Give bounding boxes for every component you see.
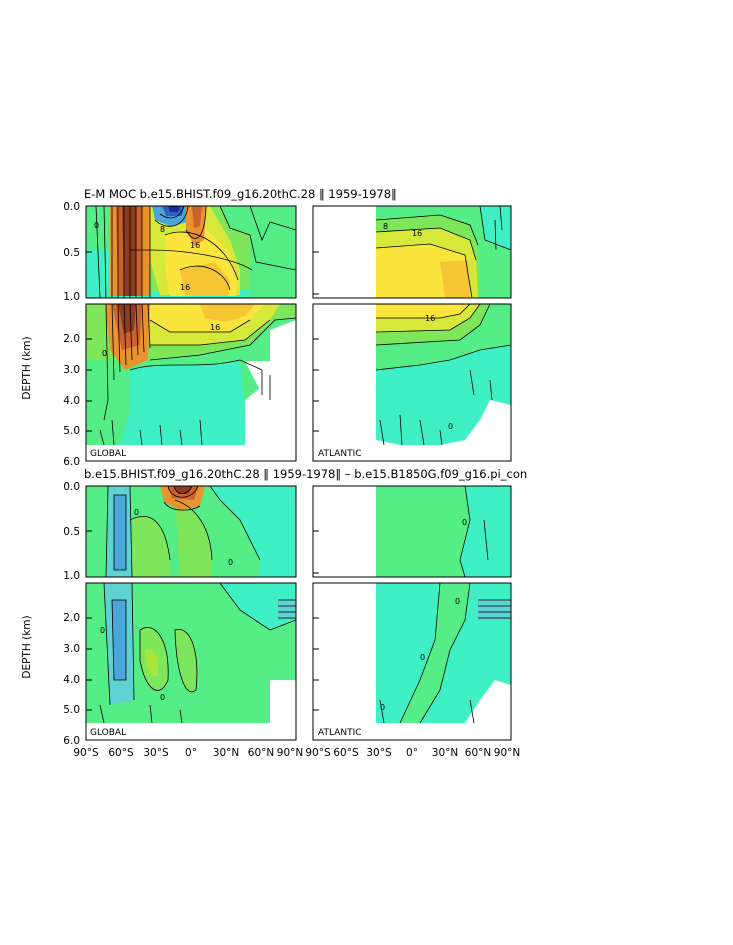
contour-label: 16 (210, 323, 220, 332)
x-tick-label: 30°N (432, 747, 458, 759)
contour-label: 0 (94, 221, 99, 230)
top-y-ticks: 0.0 0.5 1.0 2.0 3.0 4.0 5.0 6.0 (63, 201, 80, 468)
y-tick-label: 0.0 (63, 201, 80, 213)
y-tick-label: 6.0 (63, 735, 80, 747)
y-tick-label: 5.0 (63, 425, 80, 437)
x-axis-atlantic: 90°S 60°S 30°S 0° 30°N 60°N 90°N (305, 747, 520, 759)
contour-label: 0 (160, 693, 165, 702)
y-tick-label: 0.0 (63, 481, 80, 493)
contour-label: 16 (180, 283, 190, 292)
global-lower-diff-panel (86, 583, 296, 740)
top-y-tick-marks (86, 251, 319, 432)
y-tick-label: 2.0 (63, 612, 80, 624)
global-label-bottom: GLOBAL (90, 728, 126, 738)
x-tick-label: 60°S (333, 747, 359, 759)
y-tick-label: 1.0 (63, 570, 80, 582)
y-tick-label: 0.5 (63, 526, 80, 538)
global-lower-contour-panel (86, 304, 296, 461)
x-tick-label: 0° (185, 747, 197, 759)
bottom-y-tick-marks (86, 530, 319, 711)
x-axis-global: 90°S 60°S 30°S 0° 30°N 60°N 90°N (73, 747, 303, 759)
atlantic-label-top: ATLANTIC (318, 449, 362, 459)
top-y-axis-label: DEPTH (km) (21, 336, 33, 399)
x-tick-label: 90°S (305, 747, 331, 759)
contour-label: 0 (102, 349, 107, 358)
contour-label: 0 (228, 558, 233, 567)
x-tick-label: 60°N (465, 747, 491, 759)
contour-label: 0 (462, 518, 467, 527)
x-tick-label: 90°S (73, 747, 99, 759)
y-tick-label: 0.5 (63, 247, 80, 259)
x-tick-label: 60°S (108, 747, 134, 759)
bottom-chart-title: b.e15.BHIST.f09_g16.20thC.28 ‖ 1959-1978… (84, 467, 527, 481)
atlantic-upper-contour-panel (313, 206, 511, 298)
contour-label: 16 (425, 314, 435, 323)
y-tick-label: 1.0 (63, 291, 80, 303)
y-tick-label: 4.0 (63, 674, 80, 686)
x-tick-label: 60°N (248, 747, 274, 759)
top-chart-title: E-M MOC b.e15.BHIST.f09_g16.20thC.28 ‖ 1… (84, 187, 397, 201)
bottom-contour-labels: 0 0 0 0 0 0 0 0 (100, 508, 467, 712)
atlantic-lower-contour-panel (313, 304, 511, 461)
contour-label: 0 (100, 626, 105, 635)
x-tick-label: 90°N (494, 747, 520, 759)
y-tick-label: 6.0 (63, 456, 80, 468)
contour-label: 0 (448, 422, 453, 431)
contour-label: 16 (190, 241, 200, 250)
atlantic-lower-diff-panel (313, 583, 511, 740)
atlantic-label-bottom: ATLANTIC (318, 728, 362, 738)
x-tick-label: 0° (406, 747, 418, 759)
y-tick-label: 2.0 (63, 333, 80, 345)
global-upper-contour-panel (86, 206, 296, 298)
contour-label: 0 (420, 653, 425, 662)
top-contour-labels: 0 8 16 16 16 16 16 8 0 0 (94, 221, 453, 431)
y-tick-label: 3.0 (63, 643, 80, 655)
contour-label: 0 (134, 508, 139, 517)
global-label-top: GLOBAL (90, 449, 126, 459)
y-tick-label: 3.0 (63, 364, 80, 376)
bottom-y-axis-label: DEPTH (km) (21, 615, 33, 678)
contour-label: 16 (412, 229, 422, 238)
y-tick-label: 5.0 (63, 704, 80, 716)
contour-label: 0 (455, 597, 460, 606)
contour-label: 8 (160, 225, 165, 234)
x-tick-label: 30°N (213, 747, 239, 759)
contour-label: 0 (380, 703, 385, 712)
y-tick-label: 4.0 (63, 395, 80, 407)
x-tick-label: 30°S (143, 747, 169, 759)
contour-label: 8 (383, 222, 388, 231)
atlantic-upper-diff-panel (313, 486, 511, 577)
x-tick-label: 30°S (366, 747, 392, 759)
bottom-y-ticks: 0.0 0.5 1.0 2.0 3.0 4.0 5.0 6.0 (63, 481, 80, 747)
x-tick-label: 90°N (277, 747, 303, 759)
global-upper-diff-panel (86, 486, 296, 577)
